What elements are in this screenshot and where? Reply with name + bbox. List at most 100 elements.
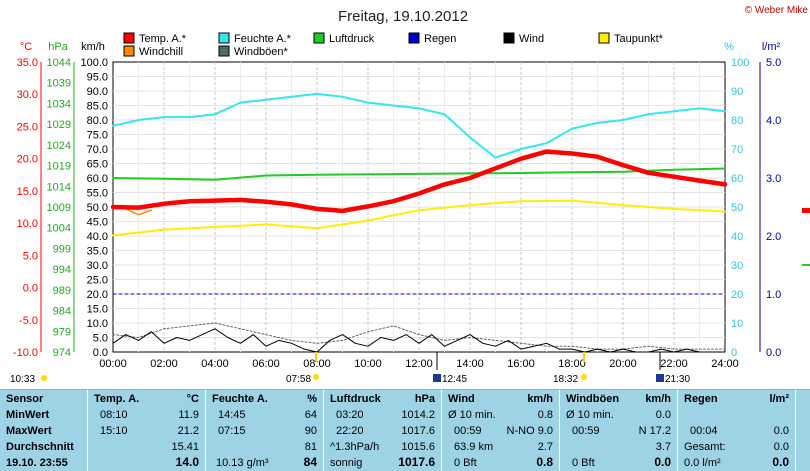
temp-tick-label: 5.0 [23, 250, 38, 262]
wind-unit: km/h [81, 41, 105, 53]
humidity-tick-label: 0 [731, 347, 737, 359]
pressure-current-value: 1017.6 [398, 455, 435, 469]
pressure-tick-label: 979 [53, 326, 71, 338]
chart-title: Freitag, 19.10.2012 [338, 8, 468, 25]
humidity-max-value: 90 [304, 425, 317, 437]
humidity-absolute: 10.13 g/m³ [216, 457, 269, 469]
legend-label-humidity: Feuchte A.* [234, 33, 292, 45]
stats-col-sensor: Sensor MinWert MaxWert Durchschnitt 19.1… [0, 390, 88, 471]
wind-tick-label: 65.0 [87, 159, 108, 171]
wind-tick-label: 60.0 [87, 173, 108, 185]
legend-item-pressure: Luftdruck [313, 32, 375, 45]
event-markers: 10:33 07:58 12:45 18:32 21:30 [10, 352, 690, 385]
temp-max-time: 15:10 [100, 425, 128, 437]
max-row-label: MaxWert [6, 425, 52, 437]
x-tick-label: 16:00 [507, 358, 535, 370]
gusts-max-direction: N 17.2 [638, 425, 671, 437]
sunrise-time: 07:58 [286, 374, 311, 385]
avg-row-label: Durchschnitt [6, 441, 74, 453]
credit-text: © Weber Mike [745, 5, 809, 16]
gusts-max-time: 00:59 [572, 425, 600, 437]
x-tick-label: 14:00 [456, 358, 484, 370]
pressure-tick-label: 994 [53, 264, 71, 276]
x-tick-label: 02:00 [150, 358, 178, 370]
rain-tick-label: 1.0 [766, 289, 781, 301]
legend-label-wind: Wind [519, 33, 544, 45]
legend-item-rain: Regen [408, 32, 456, 45]
temp-tick-label: 10.0 [17, 218, 38, 230]
temp-max-value: 21.2 [177, 425, 199, 437]
legend: Temp. A.* Feuchte A.* Luftdruck Regen Wi… [123, 32, 664, 58]
x-tick-label: 24:00 [711, 358, 739, 370]
rain-total-label: Gesamt: [684, 441, 726, 453]
rain-max-time: 00:04 [690, 425, 718, 437]
stats-col-humidity: Feuchte A. % 14:45 64 07:15 90 81 10.13 … [206, 390, 324, 471]
humidity-max-time: 07:15 [218, 425, 246, 437]
temp-tick-label: -5.0 [19, 315, 38, 327]
pressure-tick-label: 1014 [47, 181, 71, 193]
rain-tick-label: 5.0 [766, 57, 781, 69]
wind-tick-label: 45.0 [87, 217, 108, 229]
rain-max-value: 0.0 [773, 425, 789, 437]
temp-min-time: 08:10 [100, 409, 128, 421]
legend-label-rain: Regen [424, 33, 456, 45]
pressure-max-value: 1017.6 [401, 425, 435, 437]
x-tick-label: 08:00 [303, 358, 331, 370]
pressure-tick-label: 1029 [47, 119, 71, 131]
wind-unit-header: km/h [527, 393, 553, 405]
pressure-tick-label: 1039 [47, 78, 71, 90]
legend-item-windchill: Windchill [123, 45, 183, 58]
wind-tick-label: 70.0 [87, 144, 108, 156]
rain-total-value: 0.0 [773, 441, 789, 453]
gusts-avg-label: Ø 10 min. [566, 409, 614, 421]
gusts-avg-value: 3.7 [655, 441, 671, 453]
wind-tick-label: 35.0 [87, 246, 108, 258]
humidity-tick-label: 40 [731, 231, 743, 243]
legend-label-temp: Temp. A.* [139, 33, 187, 45]
grid-layer [113, 62, 725, 352]
temp-tick-label: -10.0 [13, 347, 38, 359]
temp-tick-label: 0.0 [23, 283, 38, 295]
humidity-tick-label: 60 [731, 173, 743, 185]
x-tick-label: 00:00 [99, 358, 127, 370]
rain-tick-label: 0.0 [766, 347, 781, 359]
offscreen-pressure-marker [802, 264, 810, 266]
wind-tick-label: 75.0 [87, 130, 108, 142]
sun-icon [41, 375, 47, 381]
pressure-header: Luftdruck [330, 393, 381, 405]
temp-current-value: 14.0 [175, 455, 199, 469]
legend-swatch-temp [123, 32, 135, 44]
gusts-current-value: 0.0 [654, 455, 671, 469]
pressure-tick-label: 1044 [47, 57, 71, 69]
x-tick-label: 10:00 [354, 358, 382, 370]
stats-col-pressure: Luftdruck hPa 03:20 1014.2 22:20 1017.6 … [324, 390, 442, 471]
wind-run: 63.9 km [454, 441, 494, 453]
stats-col-temp: Temp. A. °C 08:10 11.9 15:10 21.2 15.41 … [88, 390, 206, 471]
temp-tick-label: 35.0 [17, 57, 38, 69]
humidity-unit-header: % [307, 393, 317, 405]
wind-tick-label: 25.0 [87, 275, 108, 287]
temp-tick-label: 30.0 [17, 89, 38, 101]
legend-item-dewpoint: Taupunkt* [598, 32, 664, 45]
pressure-forecast: sonnig [330, 457, 363, 469]
wind-tick-label: 5.0 [93, 333, 108, 345]
rain-current-value: 0.0 [772, 455, 789, 469]
wind-tick-label: 55.0 [87, 188, 108, 200]
pressure-tick-label: 1034 [47, 98, 71, 110]
axis-layer: 35.0 30.0 25.0 20.0 15.0 10.0 5.0 0.0 -5.0 -10.0 1… [13, 57, 781, 370]
wind-header: Wind [448, 393, 475, 405]
legend-label-windchill: Windchill [139, 46, 183, 58]
x-tick-label: 22:00 [660, 358, 688, 370]
legend-label-pressure: Luftdruck [329, 33, 375, 45]
wind-tick-label: 0.0 [93, 347, 108, 359]
humidity-current-value: 84 [303, 455, 317, 469]
legend-swatch-windchill [123, 45, 135, 57]
x-tick-label: 06:00 [252, 358, 280, 370]
pressure-tick-label: 984 [53, 306, 71, 318]
humidity-tick-label: 80 [731, 115, 743, 127]
temp-tick-label: 25.0 [17, 121, 38, 133]
wind-avg-value: 2.7 [537, 441, 553, 453]
wind-tick-label: 90.0 [87, 86, 108, 98]
humidity-unit: % [724, 41, 734, 53]
gusts-unit-header: km/h [645, 393, 671, 405]
